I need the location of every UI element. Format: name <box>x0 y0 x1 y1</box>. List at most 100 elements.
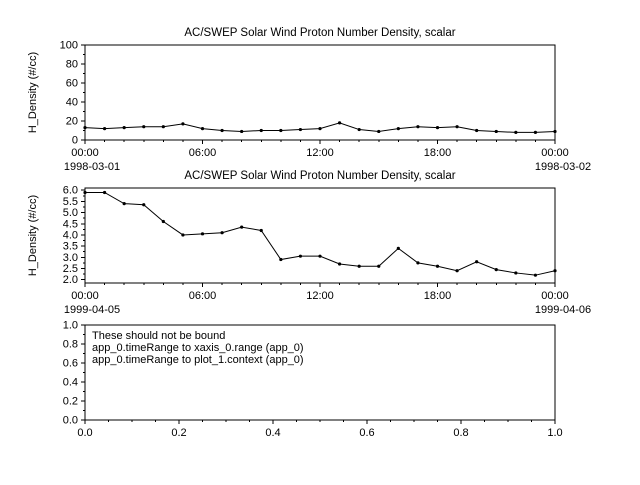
data-point <box>259 128 263 133</box>
x-tick-label: 0.8 <box>453 427 468 439</box>
data-point <box>553 129 557 134</box>
y-tick-label: 5.5 <box>63 196 78 208</box>
data-point <box>161 219 165 224</box>
data-point <box>200 127 205 131</box>
x-axis-start-date: 1999-04-05 <box>64 304 120 316</box>
y-tick-label: 4.0 <box>63 229 78 241</box>
y-tick-label: 0.6 <box>63 358 78 370</box>
plot-frame <box>84 187 556 284</box>
data-point <box>318 127 322 131</box>
y-tick-label: 2.0 <box>63 274 78 286</box>
data-point <box>377 129 381 134</box>
y-tick-label: 40 <box>66 97 78 109</box>
annotation-line: app_0.timeRange to plot_1.context (app_0… <box>92 354 304 366</box>
y-tick-label: 5.0 <box>63 207 78 219</box>
data-point <box>259 228 263 233</box>
data-point <box>240 129 244 134</box>
data-point <box>494 267 498 272</box>
x-tick-label: 1.0 <box>547 427 562 439</box>
data-point <box>142 125 146 129</box>
y-axis-label: H_Density (#/cc) <box>27 195 39 276</box>
data-point <box>553 269 557 273</box>
data-point <box>181 122 185 126</box>
data-point <box>279 128 283 133</box>
data-point <box>83 126 87 130</box>
data-point <box>416 261 420 265</box>
plot-title: AC/SWEP Solar Wind Proton Number Density… <box>184 27 455 39</box>
x-tick-label: 18:00 <box>424 147 452 159</box>
x-tick-label: 00:00 <box>71 290 99 302</box>
y-tick-label: 3.5 <box>63 241 78 253</box>
data-point <box>337 262 342 266</box>
x-tick-label: 0.4 <box>265 427 280 439</box>
data-point <box>475 128 479 133</box>
y-tick-label: 1.0 <box>63 320 78 332</box>
y-tick-label: 0.0 <box>63 415 78 427</box>
y-tick-label: 4.5 <box>63 218 78 230</box>
x-tick-label: 0.0 <box>77 427 92 439</box>
x-axis-end-date: 1999-04-06 <box>535 304 591 316</box>
data-point <box>220 128 224 133</box>
data-point <box>533 273 538 277</box>
x-tick-label: 12:00 <box>306 147 334 159</box>
x-axis-end-date: 1998-03-02 <box>535 161 591 173</box>
data-point <box>200 232 205 236</box>
data-point <box>279 257 283 262</box>
y-tick-label: 100 <box>60 40 78 52</box>
data-point <box>357 127 361 132</box>
x-tick-label: 00:00 <box>541 290 569 302</box>
data-point <box>396 127 400 131</box>
plot-panel-0[interactable]: AC/SWEP Solar Wind Proton Number Density… <box>27 27 591 173</box>
data-point <box>298 127 303 132</box>
plot-panel-2[interactable]: 0.0 0.2 0.4 0.6 0.8 1.0 0.0 0.2 0.4 0.6 0.8 1.0 Thes… <box>63 320 563 440</box>
plot-frame <box>84 44 556 141</box>
x-axis-start-date: 1998-03-01 <box>64 161 120 173</box>
data-point <box>337 121 342 125</box>
data-point <box>435 264 440 268</box>
data-point <box>455 125 459 129</box>
y-tick-label: 20 <box>66 116 78 128</box>
x-tick-label: 06:00 <box>189 290 217 302</box>
y-tick-label: 0.8 <box>63 339 78 351</box>
data-point <box>102 127 107 131</box>
annotation-line: app_0.timeRange to xaxis_0.range (app_0) <box>92 342 304 354</box>
data-point <box>83 190 87 195</box>
data-point <box>514 271 518 275</box>
y-tick-label: 0 <box>72 135 78 147</box>
y-tick-label: 6.0 <box>63 185 78 197</box>
data-point <box>142 203 146 207</box>
x-tick-label: 00:00 <box>71 147 99 159</box>
data-point <box>435 126 440 130</box>
y-tick-label: 2.5 <box>63 263 78 275</box>
data-point <box>416 125 420 129</box>
annotation-line: These should not be bound <box>92 330 225 342</box>
plot-panel-1[interactable]: AC/SWEP Solar Wind Proton Number Density… <box>27 170 591 316</box>
data-point <box>122 126 126 130</box>
data-point <box>533 130 538 134</box>
y-tick-label: 60 <box>66 78 78 90</box>
x-tick-label: 06:00 <box>189 147 217 159</box>
x-tick-label: 00:00 <box>541 147 569 159</box>
data-line <box>85 191 556 276</box>
data-point <box>396 246 400 250</box>
data-point <box>514 130 518 134</box>
x-tick-label: 0.6 <box>359 427 374 439</box>
data-point <box>181 233 185 237</box>
data-point <box>122 202 126 206</box>
y-axis-label: H_Density (#/cc) <box>27 52 39 133</box>
data-point <box>220 231 224 235</box>
data-point <box>102 190 107 195</box>
plot-title: AC/SWEP Solar Wind Proton Number Density… <box>184 170 455 182</box>
y-tick-label: 0.4 <box>63 377 78 389</box>
data-point <box>494 129 498 134</box>
data-point <box>357 264 361 268</box>
data-point <box>455 269 459 273</box>
y-tick-label: 80 <box>66 59 78 71</box>
x-tick-label: 12:00 <box>306 290 334 302</box>
y-tick-label: 0.2 <box>63 396 78 408</box>
data-point <box>475 260 479 264</box>
x-tick-label: 0.2 <box>171 427 186 439</box>
data-point <box>377 264 381 268</box>
